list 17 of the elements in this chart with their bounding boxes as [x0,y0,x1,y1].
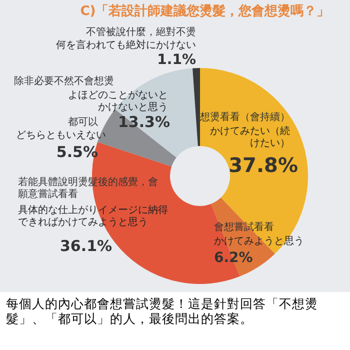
text: よほどのことがないとかけないと思う [67,90,168,114]
slice-label: 都可以 [67,117,98,129]
slice-label: 除非必要不然不會想燙 [13,76,114,88]
text: 何を言われても絶対にかけない [55,40,196,52]
data-label: 1.1% [156,52,196,68]
text: 每個人的內心都會想嘗試燙髮！這是針對回答「不想燙髮」、「都可以」的人，最後問出的答案。 [6,296,319,326]
data-label: 6.2% [214,250,254,266]
donut-slice [192,68,200,146]
data-label: 37.8% [228,153,298,177]
data-label: 13.3% [116,113,170,131]
slice-label: 想燙看看（會持續） [199,112,290,124]
slice-label: 會想嘗試看看 [214,222,275,234]
text: かけてみようと思う [214,236,305,248]
slice-label: 不管被說什麼，絕對不燙 [85,27,196,39]
data-label: 36.1% [60,237,114,255]
text: かけてみたい（続けたい） [209,126,290,150]
chart-title: C)「若設計師建議您燙髮，您會想燙嗎？」 [79,4,331,20]
